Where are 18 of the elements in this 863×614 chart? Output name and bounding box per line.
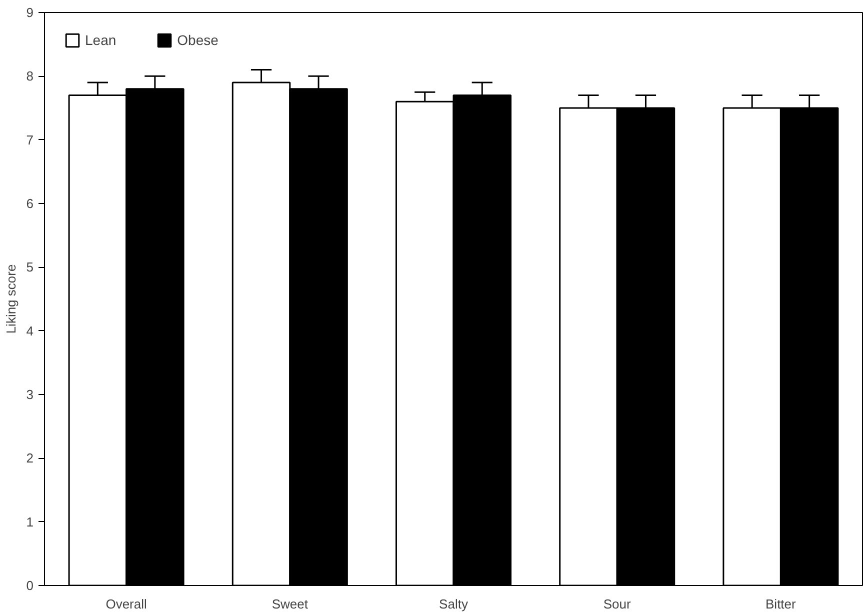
- y-tick-label: 9: [26, 5, 34, 20]
- y-tick-label: 4: [26, 323, 34, 338]
- y-axis-title: Liking score: [3, 264, 18, 334]
- y-tick-label: 8: [26, 68, 34, 84]
- y-tick-label: 5: [26, 260, 34, 275]
- x-tick-label: Sweet: [272, 596, 308, 612]
- x-tick-label: Salty: [439, 596, 468, 612]
- y-tick-label: 7: [26, 132, 34, 148]
- x-tick-label: Sour: [603, 596, 632, 612]
- y-tick-label: 2: [26, 450, 34, 466]
- y-tick-label: 0: [26, 578, 34, 593]
- y-tick-label: 3: [26, 387, 34, 402]
- legend-label: Obese: [177, 32, 218, 48]
- y-tick-label: 1: [26, 514, 34, 530]
- x-tick-label: Overall: [106, 596, 147, 612]
- legend-label: Lean: [85, 32, 116, 48]
- x-tick-label: Bitter: [766, 596, 797, 612]
- y-tick-label: 6: [26, 196, 34, 211]
